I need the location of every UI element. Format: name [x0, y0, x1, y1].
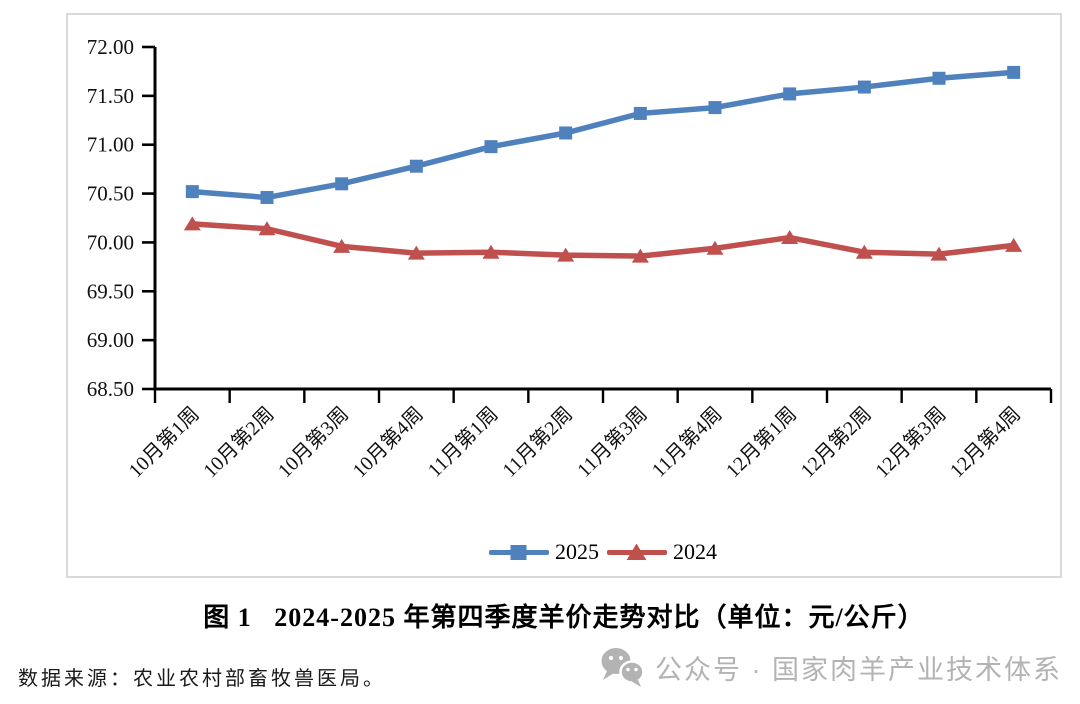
marker-triangle — [930, 246, 948, 261]
chart-panel: 72.00 71.50 71.00 70.50 70.00 69.50 69.00 68.50… — [66, 13, 1062, 578]
x-category-label: 11月第3周 — [572, 402, 651, 481]
marker-square — [1007, 65, 1021, 79]
x-category-label: 12月第2周 — [796, 402, 876, 482]
marker-triangle — [855, 244, 873, 259]
y-tick-label: 71.50 — [87, 84, 134, 108]
x-category-label: 11月第4周 — [647, 402, 726, 481]
watermark-text: 公众号 · 国家肉羊产业技术体系 — [655, 654, 1062, 685]
marker-triangle — [183, 216, 201, 231]
marker-square — [335, 177, 349, 191]
marker-square — [783, 87, 797, 101]
marker-square — [409, 159, 423, 173]
y-tick-label: 68.50 — [87, 377, 134, 401]
marker-triangle — [333, 238, 351, 253]
y-tick-label: 72.00 — [87, 35, 134, 59]
watermark: 公众号 · 国家肉羊产业技术体系 — [599, 647, 1062, 687]
marker-square — [484, 140, 498, 154]
marker-square — [559, 126, 573, 140]
marker-triangle — [781, 230, 799, 245]
x-category-label: 10月第2周 — [199, 402, 279, 482]
chart-caption: 图 1 2024-2025 年第四季度羊价走势对比（单位：元/公斤） — [203, 603, 925, 632]
legend-line-square-icon — [489, 544, 549, 560]
marker-square — [708, 101, 722, 115]
marker-triangle — [258, 221, 276, 236]
marker-square — [260, 190, 274, 204]
marker-triangle — [1005, 237, 1023, 252]
x-category-label: 12月第1周 — [721, 402, 801, 482]
x-category-label: 11月第1周 — [423, 402, 502, 481]
legend-item-2024: 2024 — [607, 539, 717, 565]
data-source-text: 数据来源：农业农村部畜牧兽医局。 — [18, 668, 386, 690]
legend-line-triangle-icon — [607, 543, 667, 560]
marker-square — [185, 185, 199, 199]
marker-square — [857, 80, 871, 94]
legend-item-2025: 2025 — [489, 539, 599, 565]
line-chart: 72.00 71.50 71.00 70.50 70.00 69.50 69.00 68.50… — [87, 35, 1053, 482]
marker-square — [633, 106, 647, 120]
x-category-label: 12月第3周 — [871, 402, 951, 482]
marker-triangle — [706, 240, 724, 255]
marker-triangle — [482, 244, 500, 259]
x-category-label: 10月第4周 — [348, 402, 428, 482]
marker-triangle — [407, 245, 425, 260]
x-category-label: 10月第1周 — [124, 402, 204, 482]
marker-square — [932, 71, 946, 85]
y-tick-label: 69.00 — [87, 328, 134, 352]
y-tick-label: 70.00 — [87, 230, 134, 254]
chart-legend: 2025 2024 — [155, 539, 1051, 565]
wechat-icon — [601, 648, 645, 687]
marker-triangle — [557, 247, 575, 262]
legend-label-2024: 2024 — [673, 539, 717, 564]
x-category-label: 12月第4周 — [945, 402, 1025, 482]
marker-triangle — [631, 248, 649, 263]
y-tick-label: 70.50 — [87, 182, 134, 206]
x-category-label: 10月第3周 — [273, 402, 353, 482]
x-category-label: 11月第2周 — [498, 402, 577, 481]
y-tick-label: 71.00 — [87, 133, 134, 157]
series-line-2024 — [189, 221, 1017, 259]
legend-label-2025: 2025 — [555, 539, 599, 564]
series-line-2025 — [189, 69, 1017, 201]
y-tick-label: 69.50 — [87, 279, 134, 303]
